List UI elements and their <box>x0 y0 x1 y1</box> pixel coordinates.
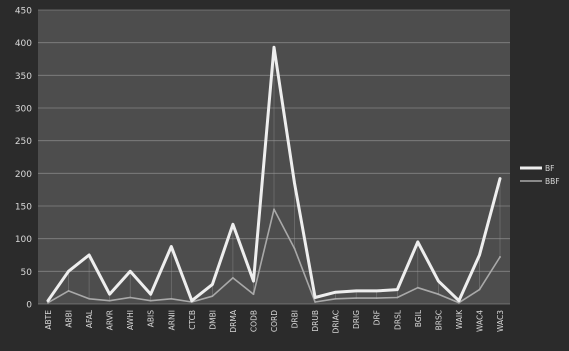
legend-label: BF <box>545 164 554 173</box>
data-point <box>416 241 419 243</box>
y-tick-label: 300 <box>15 105 32 115</box>
x-tick-label: ARNII <box>167 310 176 330</box>
data-point <box>293 247 296 250</box>
data-point <box>273 46 275 49</box>
y-tick-label: 150 <box>15 203 32 213</box>
data-point <box>437 293 440 296</box>
x-tick-label: WAIK <box>455 309 464 329</box>
data-point <box>334 291 337 294</box>
data-point <box>273 208 275 211</box>
data-point <box>375 290 378 292</box>
y-tick-label: 0 <box>26 301 32 311</box>
data-point <box>437 280 440 283</box>
x-tick-label: DRF <box>373 310 382 325</box>
legend: BF BBF <box>520 164 560 186</box>
data-point <box>355 290 358 292</box>
data-point <box>232 223 234 226</box>
y-tick-label: 350 <box>15 72 32 82</box>
x-tick-label: CTCB <box>188 310 197 330</box>
gridlines <box>38 9 510 305</box>
x-tick-label: DRIAC <box>332 310 341 333</box>
y-tick-label: 100 <box>15 235 32 245</box>
data-point <box>314 301 316 303</box>
x-tick-label: DRUB <box>311 310 320 332</box>
data-point <box>190 299 193 302</box>
data-point <box>416 286 419 289</box>
legend-label: BBF <box>545 177 560 186</box>
data-point <box>88 297 90 300</box>
y-tick-label: 200 <box>15 170 32 180</box>
data-point <box>458 299 460 302</box>
data-point <box>170 245 173 248</box>
y-tick-label: 50 <box>21 268 33 278</box>
x-tick-label: WAC3 <box>496 310 505 332</box>
data-point <box>293 182 296 185</box>
data-point <box>314 296 316 299</box>
x-tick-label: WAC4 <box>475 310 484 332</box>
data-point <box>211 283 214 286</box>
data-point <box>88 254 90 256</box>
y-axis-ticks: 0 50 100 150 200 250 300 350 400 450 <box>15 7 32 311</box>
x-tick-label: ARVR <box>106 310 115 330</box>
x-tick-label: DRMA <box>229 309 238 332</box>
data-point <box>47 299 49 302</box>
x-tick-label: CORD <box>270 310 279 332</box>
data-point <box>396 296 399 299</box>
data-point <box>252 280 255 283</box>
data-point <box>108 293 111 296</box>
data-point <box>149 299 152 302</box>
data-point <box>47 301 49 304</box>
data-point <box>252 293 255 296</box>
y-tick-label: 400 <box>15 39 32 49</box>
x-tick-label: ABIS <box>147 310 156 327</box>
x-axis-ticks: ABTE ABBI AFAL ARVR AWHI ABIS ARNII CTCB DMBI DRM… <box>44 309 505 334</box>
x-tick-label: BGIL <box>414 309 423 327</box>
data-point <box>211 295 214 298</box>
data-point <box>129 296 132 299</box>
y-tick-label: 250 <box>15 137 32 147</box>
x-tick-label: ABTE <box>44 310 53 330</box>
data-point <box>334 297 337 300</box>
data-point <box>396 288 399 291</box>
x-tick-label: CODB <box>249 310 258 332</box>
x-tick-label: DRSL <box>393 309 402 330</box>
x-tick-label: BRSC <box>434 310 443 330</box>
series-lines <box>46 45 502 304</box>
data-point <box>232 276 234 279</box>
x-tick-label: AFAL <box>85 309 94 328</box>
data-point <box>478 288 481 291</box>
data-point <box>67 270 70 273</box>
data-point <box>478 254 481 256</box>
data-point <box>375 297 378 300</box>
data-point <box>67 290 70 292</box>
y-tick-label: 450 <box>15 7 32 17</box>
x-tick-label: ABBI <box>65 310 74 328</box>
x-tick-label: DMBI <box>208 310 217 330</box>
x-tick-label: DRIG <box>352 310 361 329</box>
data-point <box>170 297 173 300</box>
data-point <box>149 293 152 296</box>
data-point <box>499 177 501 180</box>
x-tick-label: AWHI <box>126 310 135 330</box>
data-point <box>129 270 132 273</box>
data-point <box>355 297 358 300</box>
data-point <box>458 301 460 304</box>
data-point <box>108 299 111 302</box>
data-point <box>499 256 501 258</box>
x-tick-label: DRBI <box>291 310 300 328</box>
